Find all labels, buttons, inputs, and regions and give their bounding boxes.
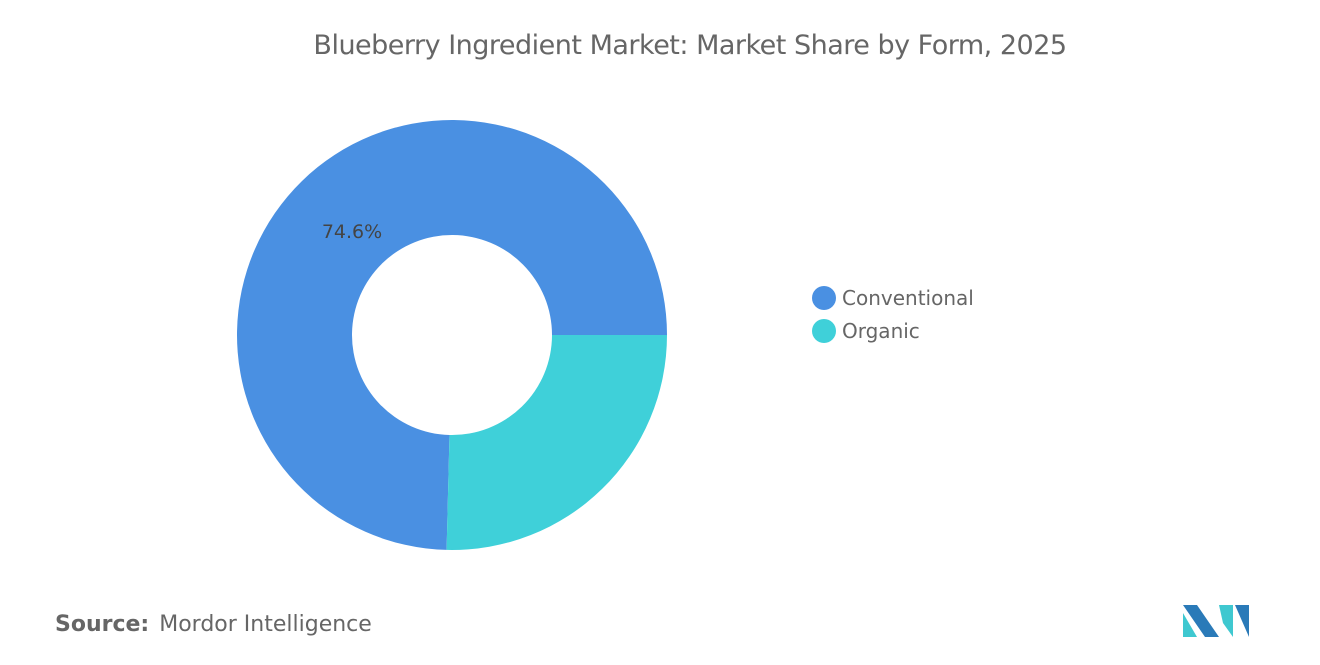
chart-title: Blueberry Ingredient Market: Market Shar… <box>313 30 1067 61</box>
source-note: Source: Mordor Intelligence <box>55 612 372 637</box>
source-label: Source: <box>55 612 150 637</box>
legend-item-organic[interactable]: Organic <box>812 319 920 343</box>
legend-swatch <box>812 319 836 343</box>
mordor-logo <box>1183 605 1249 637</box>
slice-conventional[interactable] <box>237 120 668 550</box>
legend-label: Conventional <box>842 286 974 310</box>
legend-item-conventional[interactable]: Conventional <box>812 286 974 310</box>
data-label-conventional: 74.6% <box>322 221 382 243</box>
source-value: Mordor Intelligence <box>159 612 372 637</box>
legend-label: Organic <box>842 319 920 343</box>
slice-organic[interactable] <box>446 335 667 550</box>
legend-swatch <box>812 286 836 310</box>
donut-chart: 74.6% <box>237 120 668 550</box>
